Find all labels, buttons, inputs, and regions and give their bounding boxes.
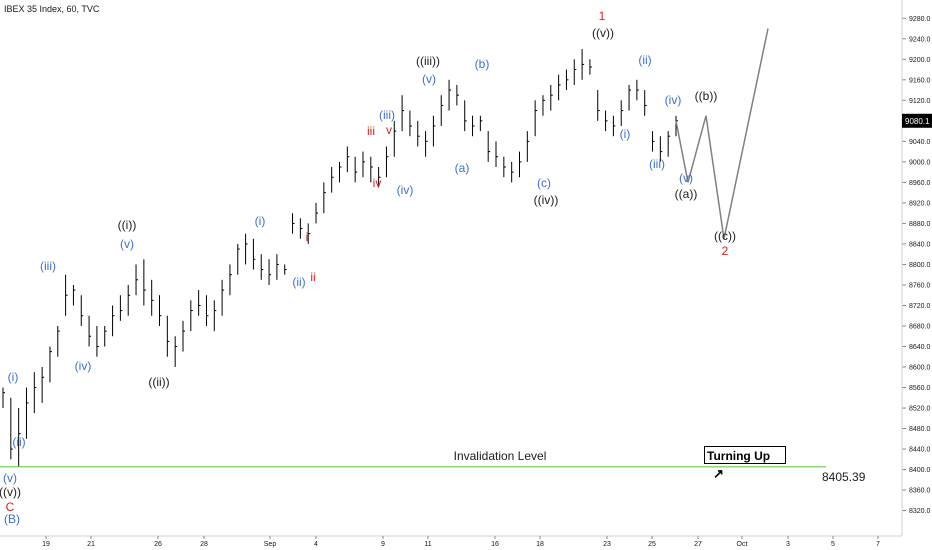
wave-label-blue: (v) <box>3 471 17 485</box>
wave-label-blue: (iv) <box>397 183 414 197</box>
wave-label-black: ((ii)) <box>148 375 169 389</box>
wave-label-black: ((i)) <box>118 218 137 232</box>
wave-label-black: ((c)) <box>714 229 736 243</box>
y-tick-label: 8520.0 <box>909 406 931 413</box>
y-tick-label: 8440.0 <box>909 447 931 454</box>
wave-label-red: i <box>306 230 309 244</box>
y-tick-label: 8920.0 <box>909 200 931 207</box>
wave-label-black: ((b)) <box>695 89 718 103</box>
y-tick-label: 8760.0 <box>909 282 931 289</box>
wave-label-red: v <box>386 123 392 137</box>
y-tick-label: 9000.0 <box>909 159 931 166</box>
y-tick-label: 8880.0 <box>909 221 931 228</box>
turning-up-label: Turning Up <box>707 449 771 463</box>
wave-label-red: iv <box>373 176 382 190</box>
turning-up-badge: Turning Up ↗ <box>704 446 786 481</box>
y-tick-label: 8840.0 <box>909 241 931 248</box>
x-tick-label: 9 <box>381 541 385 548</box>
x-tick-label: 19 <box>42 541 50 548</box>
x-tick-label: 18 <box>536 541 544 548</box>
y-tick-label: 8720.0 <box>909 303 931 310</box>
y-tick-label: 8640.0 <box>909 344 931 351</box>
x-tick-label: 7 <box>876 541 880 548</box>
wave-label-black: ((iv)) <box>534 193 559 207</box>
last-price-tag <box>902 113 932 128</box>
y-tick-label: 8320.0 <box>909 508 931 515</box>
x-tick-label: 23 <box>603 541 611 548</box>
wave-label-red: C <box>6 500 15 514</box>
wave-label-blue: (v) <box>679 171 693 185</box>
wave-label-blue: (i) <box>8 370 19 384</box>
x-tick-label: 3 <box>786 541 790 548</box>
x-tick-label: 16 <box>491 541 499 548</box>
y-tick-label: 9200.0 <box>909 57 931 64</box>
chart-title: IBEX 35 Index, 60, TVC <box>4 4 100 14</box>
invalidation-value: 8405.39 <box>822 470 866 484</box>
wave-label-blue: (ii) <box>12 435 25 449</box>
y-tick-label: 8680.0 <box>909 323 931 330</box>
y-tick-label: 9120.0 <box>909 98 931 105</box>
x-tick-label: 25 <box>648 541 656 548</box>
wave-label-red: 2 <box>722 244 729 258</box>
x-tick-label: 5 <box>831 541 835 548</box>
x-tick-label: 26 <box>154 541 162 548</box>
y-tick-label: 8360.0 <box>909 488 931 495</box>
x-tick-label: 28 <box>200 541 208 548</box>
y-tick-label: 8960.0 <box>909 180 931 187</box>
y-tick-label: 9160.0 <box>909 77 931 84</box>
wave-label-black: ((v)) <box>592 26 614 40</box>
wave-label-red: ii <box>310 270 315 284</box>
y-tick-label: 8800.0 <box>909 262 931 269</box>
wave-label-blue: (B) <box>4 512 20 526</box>
y-tick-label: 8600.0 <box>909 365 931 372</box>
arrow-up-right-icon: ↗ <box>713 466 724 481</box>
wave-label-blue: (iii) <box>379 108 395 122</box>
y-tick-label: 8480.0 <box>909 426 931 433</box>
x-tick-label: Sep <box>264 541 277 548</box>
wave-label-blue: (v) <box>120 237 134 251</box>
x-tick-label: 27 <box>694 541 702 548</box>
wave-label-blue: (ii) <box>638 53 651 67</box>
wave-label-black: ((iii)) <box>416 54 440 68</box>
wave-label-blue: (i) <box>620 127 631 141</box>
x-tick-label: Oct <box>737 541 748 548</box>
wave-label-black: ((a)) <box>675 187 698 201</box>
y-tick-label: 8560.0 <box>909 385 931 392</box>
x-tick-label: 4 <box>314 541 318 548</box>
y-tick-label: 9240.0 <box>909 36 931 43</box>
wave-label-blue: (iii) <box>649 157 665 171</box>
wave-label-blue: (iv) <box>665 93 682 107</box>
y-tick-label: 9280.0 <box>909 16 931 23</box>
invalidation-label: Invalidation Level <box>454 449 547 463</box>
x-tick-label: 21 <box>87 541 95 548</box>
wave-label-black: ((v)) <box>0 485 21 499</box>
wave-label-blue: (b) <box>475 57 490 71</box>
wave-label-blue: (a) <box>455 161 470 175</box>
last-price-value: 9080.1 <box>905 117 930 126</box>
wave-label-red: iii <box>367 124 375 138</box>
projection-path <box>675 28 769 239</box>
wave-label-blue: (i) <box>255 214 266 228</box>
wave-label-red: 1 <box>599 9 606 23</box>
wave-label-blue: (iii) <box>40 259 56 273</box>
y-tick-label: 8400.0 <box>909 467 931 474</box>
x-tick-label: 11 <box>424 541 431 548</box>
wave-label-blue: (iv) <box>75 359 92 373</box>
wave-label-blue: (c) <box>537 176 551 190</box>
wave-label-blue: (v) <box>422 72 436 86</box>
wave-label-blue: (ii) <box>292 275 305 289</box>
y-tick-label: 9040.0 <box>909 139 931 146</box>
